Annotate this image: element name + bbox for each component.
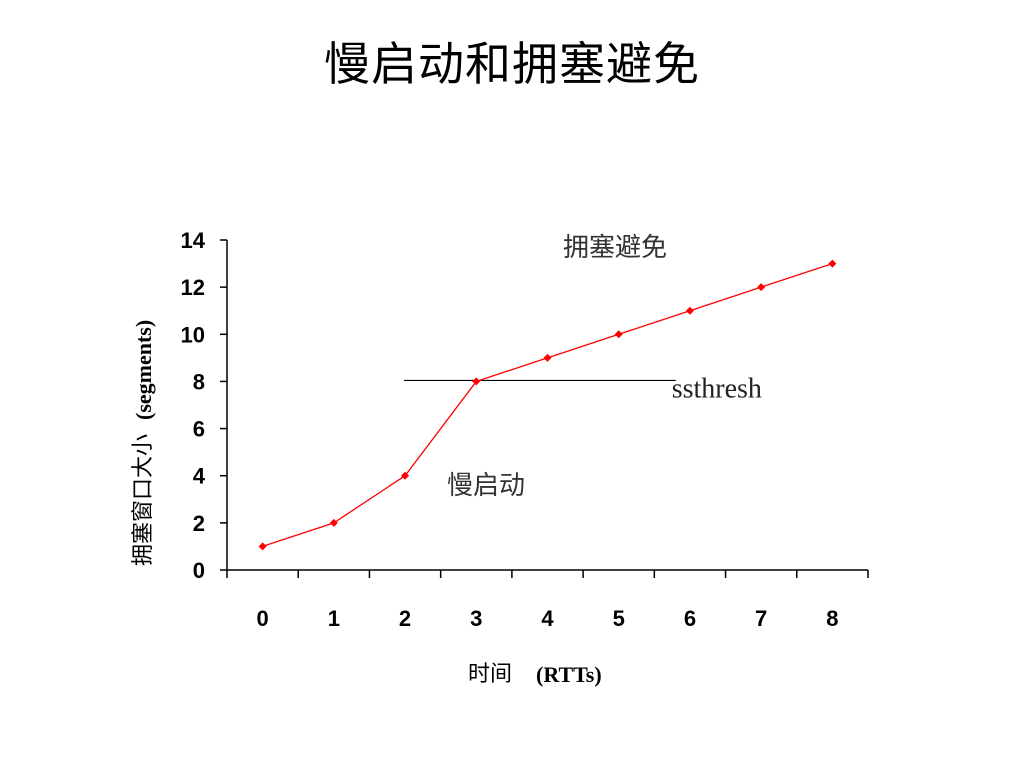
x-tick-label: 5 (613, 606, 625, 631)
slow-start-annotation: 慢启动 (447, 471, 525, 501)
y-tick-label: 14 (181, 228, 206, 253)
data-point (329, 518, 338, 527)
x-tick-label: 3 (470, 606, 482, 631)
x-tick-label: 8 (826, 606, 838, 631)
slide-title: 慢启动和拥塞避免 (324, 37, 700, 91)
x-tick-label: 0 (256, 606, 268, 631)
x-tick-label: 7 (755, 606, 767, 631)
data-point (401, 471, 410, 480)
y-tick-label: 10 (181, 322, 205, 347)
x-axis-unit: (RTTs) (536, 662, 602, 687)
y-axis-label: 拥塞窗口大小 (131, 434, 156, 566)
y-axis-unit: (segments) (131, 320, 156, 420)
data-point (757, 283, 766, 292)
y-tick-label: 0 (193, 558, 205, 583)
y-tick-label: 4 (193, 464, 206, 489)
y-tick-label: 2 (193, 511, 205, 536)
data-point (828, 259, 837, 268)
axes (220, 239, 869, 578)
congestion-avoidance-annotation: 拥塞避免 (563, 233, 667, 263)
y-tick-label: 12 (181, 275, 205, 300)
x-tick-label: 1 (328, 606, 340, 631)
series-line (262, 262, 833, 548)
data-point (472, 377, 481, 386)
data-point (543, 353, 552, 362)
y-tick-label: 6 (193, 417, 205, 442)
data-point (258, 542, 267, 551)
y-axis-label-group: 拥塞窗口大小 (segments) (131, 320, 156, 566)
x-tick-label: 2 (399, 606, 411, 631)
x-axis-label: 时间 (468, 662, 512, 687)
y-tick-label: 8 (193, 369, 205, 394)
series-group (258, 259, 837, 551)
data-point (614, 330, 623, 339)
x-tick-label: 4 (541, 606, 554, 631)
ssthresh-label: ssthresh (672, 373, 762, 404)
data-point (685, 306, 694, 315)
x-tick-label: 6 (684, 606, 696, 631)
